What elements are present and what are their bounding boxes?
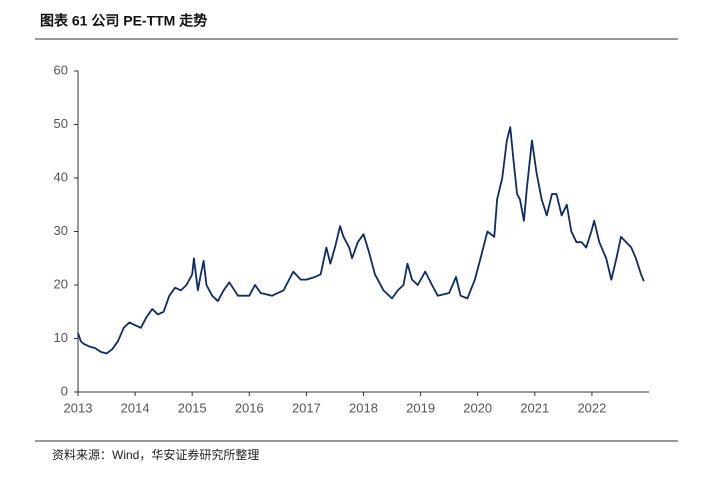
series-line xyxy=(77,126,645,355)
y-tick-label: 20 xyxy=(54,276,68,291)
x-tick-label: 2016 xyxy=(235,400,264,415)
x-tick-label: 2020 xyxy=(463,400,492,415)
y-tick-label: 50 xyxy=(54,116,68,131)
y-tick-label: 30 xyxy=(54,223,68,238)
x-tick-label: 2022 xyxy=(577,400,606,415)
x-tick-label: 2021 xyxy=(520,400,549,415)
x-tick-label: 2019 xyxy=(406,400,435,415)
y-tick-label: 60 xyxy=(54,62,68,77)
source-note: 资料来源：Wind，华安证券研究所整理 xyxy=(52,447,259,462)
y-tick-label: 0 xyxy=(61,383,68,398)
y-tick-label: 10 xyxy=(54,330,68,345)
x-tick-label: 2018 xyxy=(349,400,378,415)
x-tick-label: 2014 xyxy=(121,400,150,415)
x-tick-label: 2015 xyxy=(178,400,207,415)
x-tick-label: 2013 xyxy=(64,400,93,415)
chart-title: 图表 61 公司 PE-TTM 走势 xyxy=(40,13,207,29)
x-tick-label: 2017 xyxy=(292,400,321,415)
y-tick-label: 40 xyxy=(54,169,68,184)
